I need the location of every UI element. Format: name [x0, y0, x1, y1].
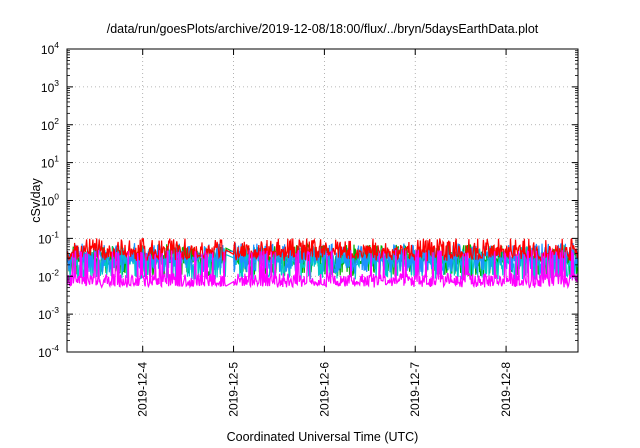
y-tick-label: 10-4: [38, 343, 59, 360]
x-tick-label: 2019-12-6: [317, 362, 331, 417]
grid: [67, 49, 578, 352]
y-tick-label: 10-2: [38, 267, 59, 284]
x-tick-label: 2019-12-8: [499, 362, 513, 417]
y-tick-label: 104: [41, 40, 59, 57]
y-tick-label: 102: [41, 116, 59, 133]
x-axis-label: Coordinated Universal Time (UTC): [227, 430, 419, 444]
chart-title: /data/run/goesPlots/archive/2019-12-08/1…: [107, 22, 539, 36]
y-ticks: 10-4 10-3 10-2 10-1 100 101 102 103 104: [38, 40, 578, 360]
y-tick-label: 10-1: [38, 229, 59, 246]
y-tick-label: 10-3: [38, 305, 59, 322]
y-tick-label: 100: [41, 192, 59, 209]
y-axis-label: cSv/day: [29, 178, 43, 223]
x-tick-label: 2019-12-7: [408, 362, 422, 417]
x-ticks: 2019-12-4 2019-12-5 2019-12-6 2019-12-7 2019…: [136, 49, 513, 417]
x-tick-label: 2019-12-4: [136, 362, 150, 417]
series-layer: [67, 237, 578, 290]
series-line: [67, 248, 578, 290]
y-tick-label: 103: [41, 78, 59, 95]
y-tick-label: 101: [41, 154, 59, 171]
series-line: [67, 237, 578, 263]
x-tick-label: 2019-12-5: [227, 362, 241, 417]
